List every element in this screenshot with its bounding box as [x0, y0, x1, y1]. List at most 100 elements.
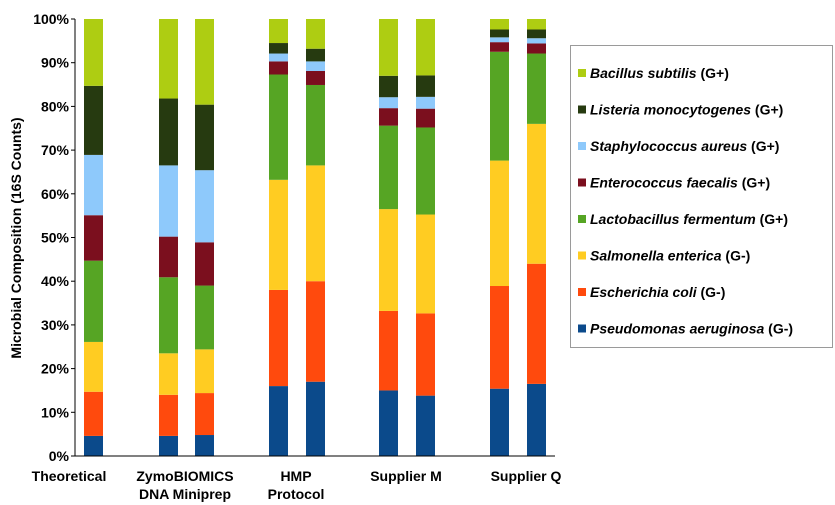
bar-segment [379, 390, 398, 456]
legend-item: Lactobacillus fermentum (G+) [578, 211, 788, 227]
bar-segment [269, 53, 288, 62]
y-tick-label: 30% [41, 317, 70, 333]
bar-stack [84, 19, 103, 456]
bar-segment [527, 53, 546, 124]
bar-segment [379, 75, 398, 98]
bar-segment [416, 313, 435, 396]
legend-item: Listeria monocytogenes (G+) [578, 102, 783, 118]
bar-segment [416, 395, 435, 456]
legend-species-name: Pseudomonas aeruginosa [590, 321, 764, 337]
bar-segment [195, 170, 214, 243]
y-axis-label-group: Microbial Composition (16S Counts) [8, 117, 24, 358]
x-category-label: Supplier M [370, 468, 442, 484]
x-category-label: Theoretical [32, 468, 107, 484]
bar-segment [527, 43, 546, 54]
x-category-label: Supplier Q [491, 468, 562, 484]
legend-swatch [578, 215, 586, 223]
bar-stack [306, 19, 325, 456]
legend-label: Bacillus subtilis (G+) [590, 65, 729, 81]
bar-segment [416, 75, 435, 97]
bar-segment [84, 260, 103, 342]
bar-segment [527, 38, 546, 44]
bar-segment [159, 165, 178, 237]
bar-segment [306, 61, 325, 71]
legend-swatch [578, 324, 586, 333]
bar-segment [159, 353, 178, 395]
legend-species-name: Staphylococcus aureus [590, 138, 747, 154]
bar-segment [269, 43, 288, 54]
legend-box [570, 45, 833, 348]
bar-segment [416, 96, 435, 109]
bar-segment [195, 393, 214, 436]
legend-item: Enterococcus faecalis (G+) [578, 175, 770, 191]
bar-segment [379, 125, 398, 210]
x-category-label-line: Protocol [268, 486, 325, 502]
bar-segment [490, 388, 509, 456]
bar-segment [159, 277, 178, 354]
legend-species-name: Salmonella enterica [590, 248, 722, 264]
y-tick-label: 50% [41, 230, 70, 246]
x-category-label: ZymoBIOMICS DNA Miniprep [136, 468, 233, 502]
bar-segment [379, 97, 398, 109]
bar-segment [195, 104, 214, 171]
bar-segment [159, 98, 178, 166]
x-category-labels: Theoretical ZymoBIOMICS DNA Miniprep HMP Pro… [32, 468, 562, 502]
x-category-label-line: HMP [280, 468, 311, 484]
bar-stack [527, 19, 546, 456]
bar-segment [84, 391, 103, 436]
bar-segment [306, 19, 325, 49]
x-category-label-line: DNA Miniprep [139, 486, 231, 502]
legend-swatch [578, 142, 586, 150]
legend-gram-tag: (G+) [738, 175, 770, 191]
bar-segment [159, 435, 178, 456]
bar-segment [269, 386, 288, 456]
bar-segment [416, 19, 435, 76]
legend-swatch [578, 251, 586, 260]
bar-segment [527, 19, 546, 30]
bar-segment [306, 381, 325, 456]
bar-segment [306, 281, 325, 382]
bar-segment [527, 123, 546, 264]
bar-stack [416, 19, 435, 456]
bar-segment [490, 286, 509, 389]
legend-gram-tag: (G-) [764, 321, 793, 337]
legend-species-name: Bacillus subtilis [590, 65, 697, 81]
bar-segment [306, 84, 325, 166]
bar-stack [195, 19, 214, 456]
bar-segment [490, 29, 509, 38]
y-axis-label: Microbial Composition (16S Counts) [8, 117, 24, 358]
legend-label: Escherichia coli (G-) [590, 284, 725, 300]
legend-gram-tag: (G-) [697, 284, 726, 300]
y-tick-label: 20% [41, 361, 70, 377]
legend-item: Salmonella enterica (G-) [578, 248, 750, 264]
legend-species-name: Listeria monocytogenes [590, 102, 751, 118]
bar-segment [490, 160, 509, 287]
bar-segment [527, 263, 546, 384]
bar-segment [379, 310, 398, 391]
bar-segment [159, 236, 178, 278]
bar-segment [306, 48, 325, 62]
x-category-label-line: Theoretical [32, 468, 107, 484]
legend-label: Listeria monocytogenes (G+) [590, 102, 783, 118]
bar-segment [379, 108, 398, 126]
bar-segment [269, 179, 288, 290]
bar-segment [269, 61, 288, 75]
y-tick-label: 0% [49, 448, 70, 464]
legend-swatch [578, 105, 586, 114]
legend-label: Pseudomonas aeruginosa (G-) [590, 321, 793, 337]
bar-stack [159, 19, 178, 456]
bar-segment [159, 19, 178, 99]
bar-segment [84, 154, 103, 216]
bar-segment [195, 435, 214, 456]
y-tick-label: 70% [41, 142, 70, 158]
legend-swatch [578, 178, 586, 187]
y-tick-label: 40% [41, 273, 70, 289]
legend-gram-tag: (G+) [697, 65, 729, 81]
bar-segment [379, 19, 398, 76]
y-tick-label: 100% [33, 11, 69, 27]
bar-segment [416, 127, 435, 215]
legend-gram-tag: (G+) [747, 138, 779, 154]
legend-swatch [578, 288, 586, 296]
bar-segment [84, 215, 103, 261]
